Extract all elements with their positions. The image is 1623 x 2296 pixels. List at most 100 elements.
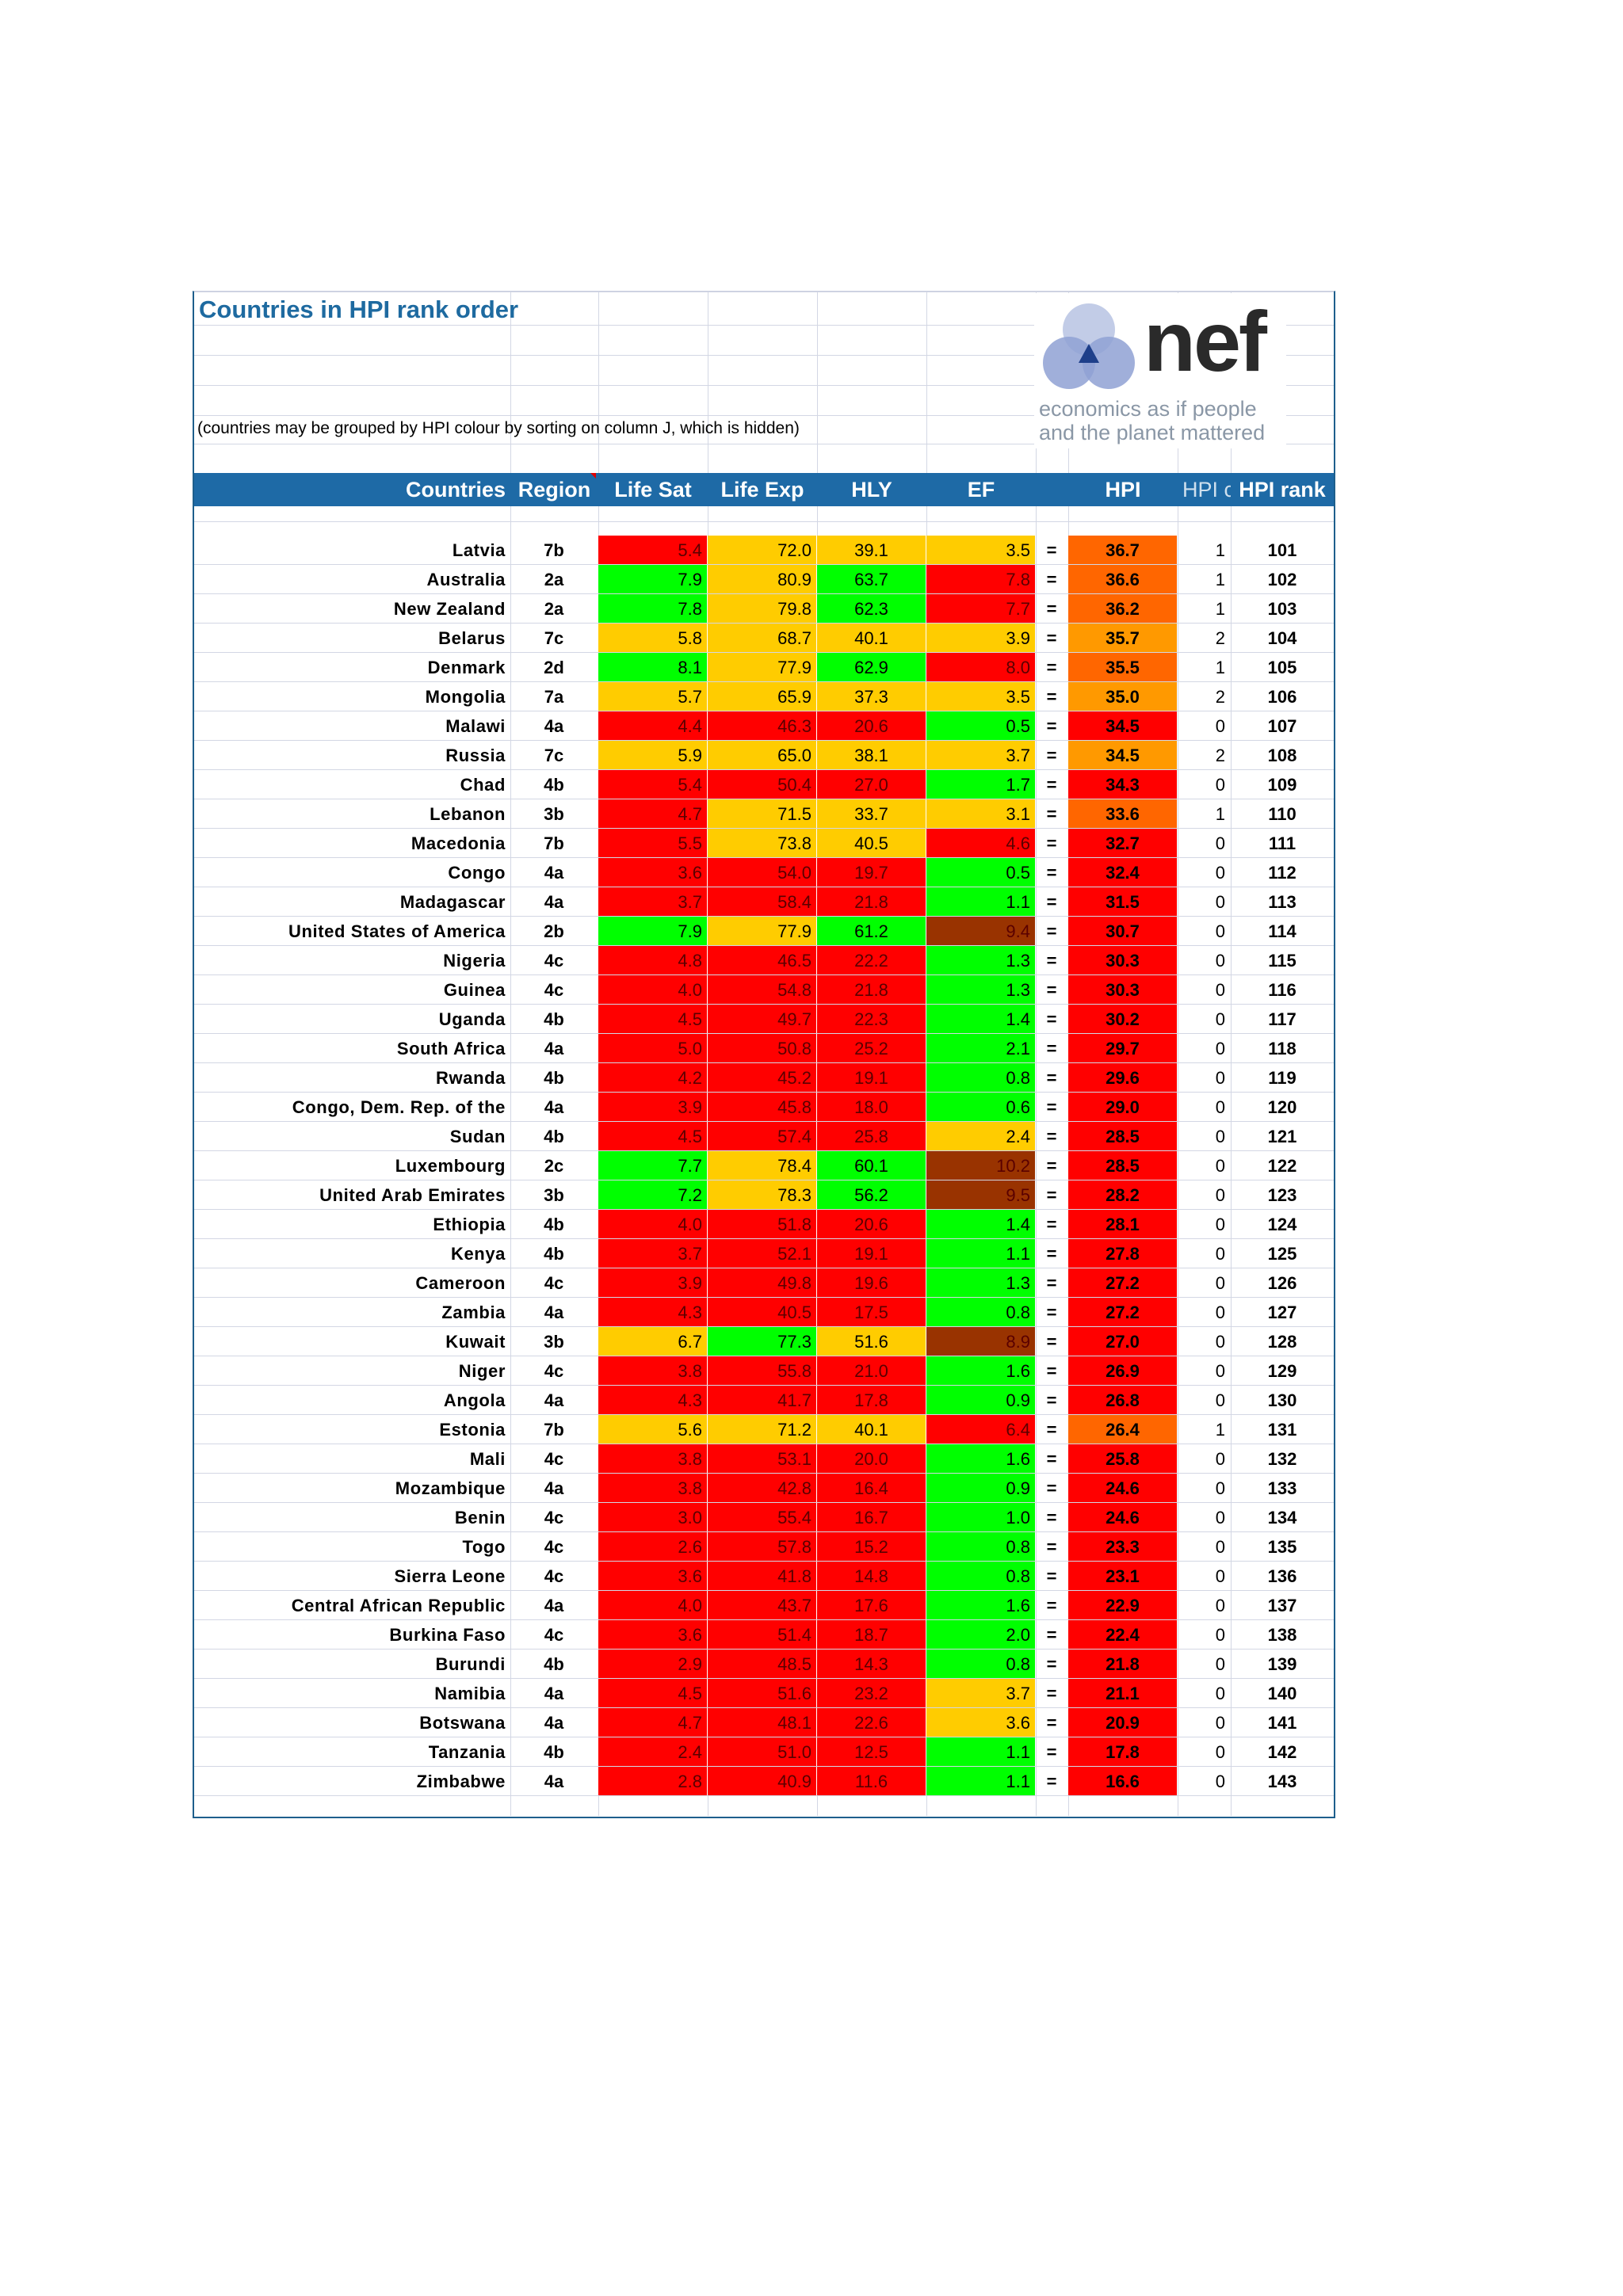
- life-exp-cell[interactable]: 54.8: [708, 975, 816, 1004]
- life-exp-cell[interactable]: 58.4: [708, 887, 816, 916]
- ef-cell[interactable]: 1.6: [926, 1591, 1035, 1619]
- region-cell[interactable]: 2a: [544, 570, 564, 589]
- country-cell[interactable]: New Zealand: [393, 599, 506, 619]
- life-exp-cell[interactable]: 78.3: [708, 1180, 816, 1209]
- hly-cell[interactable]: 15.2: [817, 1532, 926, 1561]
- hpi-rank-cell[interactable]: 137: [1267, 1596, 1297, 1615]
- life-sat-cell[interactable]: 4.7: [598, 799, 707, 828]
- hpi-colour-cell[interactable]: 0: [1215, 1508, 1225, 1527]
- hpi-rank-cell[interactable]: 118: [1268, 1039, 1296, 1058]
- ef-cell[interactable]: 9.4: [926, 917, 1035, 945]
- region-cell[interactable]: 4a: [544, 1478, 564, 1498]
- hpi-rank-cell[interactable]: 126: [1267, 1273, 1297, 1293]
- equals-cell[interactable]: =: [1046, 1449, 1057, 1469]
- ef-cell[interactable]: 0.8: [926, 1532, 1035, 1561]
- country-cell[interactable]: Congo, Dem. Rep. of the: [292, 1097, 506, 1117]
- life-sat-cell[interactable]: 5.7: [598, 682, 707, 711]
- hpi-colour-cell[interactable]: 1: [1215, 599, 1225, 619]
- region-cell[interactable]: 2b: [544, 921, 564, 941]
- life-exp-cell[interactable]: 52.1: [708, 1239, 816, 1268]
- ef-cell[interactable]: 3.7: [926, 1679, 1035, 1707]
- hly-cell[interactable]: 51.6: [817, 1327, 926, 1356]
- equals-cell[interactable]: =: [1046, 1625, 1057, 1645]
- equals-cell[interactable]: =: [1046, 1156, 1057, 1176]
- hpi-colour-cell[interactable]: 0: [1215, 1596, 1225, 1615]
- hpi-colour-cell[interactable]: 0: [1215, 1215, 1225, 1234]
- hpi-cell[interactable]: 24.6: [1068, 1503, 1177, 1531]
- life-exp-cell[interactable]: 46.5: [708, 946, 816, 974]
- region-cell[interactable]: 4a: [544, 892, 564, 912]
- life-exp-cell[interactable]: 68.7: [708, 624, 816, 652]
- hpi-cell[interactable]: 22.4: [1068, 1620, 1177, 1649]
- hpi-cell[interactable]: 26.8: [1068, 1386, 1177, 1414]
- hpi-cell[interactable]: 25.8: [1068, 1444, 1177, 1473]
- hly-cell[interactable]: 40.5: [817, 829, 926, 857]
- equals-cell[interactable]: =: [1046, 570, 1057, 589]
- hpi-rank-cell[interactable]: 136: [1267, 1566, 1297, 1586]
- life-sat-cell[interactable]: 4.0: [598, 975, 707, 1004]
- equals-cell[interactable]: =: [1046, 716, 1057, 736]
- country-cell[interactable]: Sudan: [449, 1127, 506, 1146]
- hpi-cell[interactable]: 35.7: [1068, 624, 1177, 652]
- country-cell[interactable]: Chad: [460, 775, 506, 795]
- hpi-rank-cell[interactable]: 102: [1267, 570, 1297, 589]
- hly-cell[interactable]: 19.7: [817, 858, 926, 887]
- life-exp-cell[interactable]: 51.6: [708, 1679, 816, 1707]
- life-exp-cell[interactable]: 51.0: [708, 1737, 816, 1766]
- life-sat-cell[interactable]: 7.9: [598, 917, 707, 945]
- region-cell[interactable]: 4a: [544, 1390, 564, 1410]
- country-cell[interactable]: Latvia: [452, 540, 506, 560]
- region-cell[interactable]: 4a: [544, 1097, 564, 1117]
- country-cell[interactable]: Russia: [445, 746, 506, 765]
- equals-cell[interactable]: =: [1046, 1478, 1057, 1498]
- hly-cell[interactable]: 33.7: [817, 799, 926, 828]
- equals-cell[interactable]: =: [1046, 1039, 1057, 1058]
- region-cell[interactable]: 2a: [544, 599, 564, 619]
- hpi-colour-cell[interactable]: 0: [1215, 1625, 1225, 1645]
- ef-cell[interactable]: 7.7: [926, 594, 1035, 623]
- hpi-rank-cell[interactable]: 132: [1267, 1449, 1297, 1469]
- hly-cell[interactable]: 39.1: [817, 536, 926, 564]
- life-sat-cell[interactable]: 4.5: [598, 1679, 707, 1707]
- life-exp-cell[interactable]: 41.8: [708, 1562, 816, 1590]
- country-cell[interactable]: Burkina Faso: [389, 1625, 506, 1645]
- ef-cell[interactable]: 3.5: [926, 682, 1035, 711]
- region-cell[interactable]: 3b: [544, 804, 564, 824]
- country-cell[interactable]: Mongolia: [425, 687, 506, 707]
- equals-cell[interactable]: =: [1046, 1772, 1057, 1791]
- hpi-colour-cell[interactable]: 1: [1215, 540, 1225, 560]
- ef-cell[interactable]: 4.6: [926, 829, 1035, 857]
- equals-cell[interactable]: =: [1046, 1185, 1057, 1205]
- hpi-cell[interactable]: 27.0: [1068, 1327, 1177, 1356]
- header-countries[interactable]: Countries: [405, 478, 506, 502]
- country-cell[interactable]: Denmark: [427, 658, 506, 677]
- life-exp-cell[interactable]: 45.8: [708, 1093, 816, 1121]
- country-cell[interactable]: Guinea: [443, 980, 506, 1000]
- country-cell[interactable]: Benin: [454, 1508, 506, 1527]
- hpi-cell[interactable]: 31.5: [1068, 887, 1177, 916]
- header-life-exp[interactable]: Life Exp: [720, 478, 804, 502]
- region-cell[interactable]: 4b: [544, 1068, 564, 1088]
- hpi-colour-cell[interactable]: 0: [1215, 1009, 1225, 1029]
- ef-cell[interactable]: 3.7: [926, 741, 1035, 769]
- life-exp-cell[interactable]: 40.5: [708, 1298, 816, 1326]
- country-cell[interactable]: Uganda: [438, 1009, 506, 1029]
- life-sat-cell[interactable]: 3.9: [598, 1093, 707, 1121]
- hpi-cell[interactable]: 34.5: [1068, 711, 1177, 740]
- equals-cell[interactable]: =: [1046, 1566, 1057, 1586]
- ef-cell[interactable]: 10.2: [926, 1151, 1035, 1180]
- hly-cell[interactable]: 25.2: [817, 1034, 926, 1062]
- country-cell[interactable]: Tanzania: [428, 1742, 506, 1762]
- region-cell[interactable]: 4b: [544, 1215, 564, 1234]
- life-sat-cell[interactable]: 3.8: [598, 1356, 707, 1385]
- hpi-colour-cell[interactable]: 0: [1215, 1537, 1225, 1557]
- equals-cell[interactable]: =: [1046, 1537, 1057, 1557]
- ef-cell[interactable]: 1.4: [926, 1210, 1035, 1238]
- hpi-colour-cell[interactable]: 0: [1215, 1713, 1225, 1733]
- life-sat-cell[interactable]: 4.2: [598, 1063, 707, 1092]
- life-sat-cell[interactable]: 5.4: [598, 770, 707, 799]
- ef-cell[interactable]: 1.3: [926, 975, 1035, 1004]
- hpi-colour-cell[interactable]: 0: [1215, 1097, 1225, 1117]
- equals-cell[interactable]: =: [1046, 863, 1057, 883]
- hly-cell[interactable]: 12.5: [817, 1737, 926, 1766]
